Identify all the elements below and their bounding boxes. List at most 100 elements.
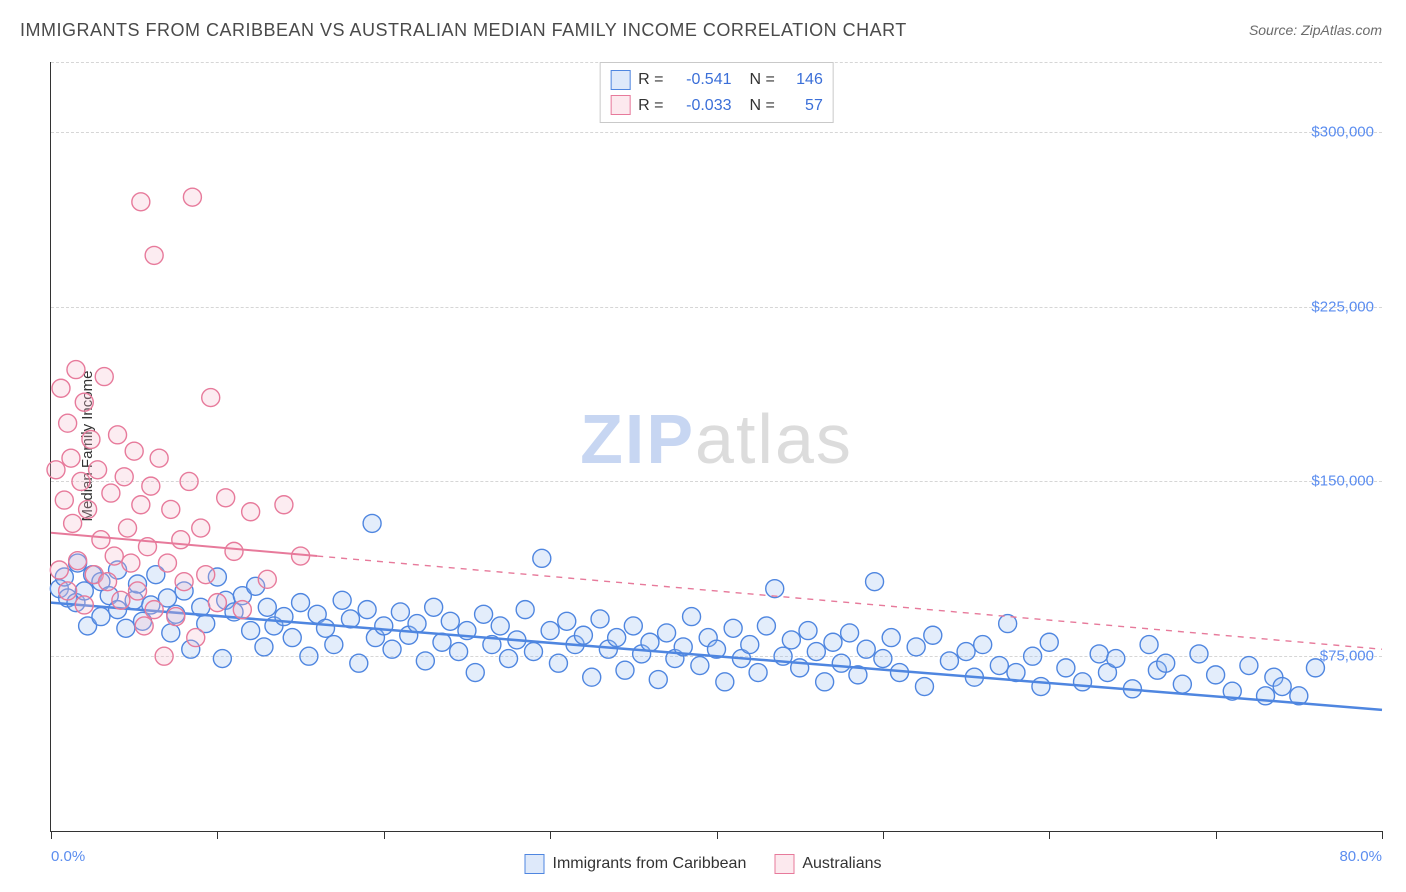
legend-swatch [525, 854, 545, 874]
data-point [142, 477, 160, 495]
data-point [187, 629, 205, 647]
stats-n-label: N = [750, 67, 775, 93]
data-point [217, 489, 235, 507]
data-point [69, 552, 87, 570]
legend-label: Australians [802, 855, 881, 873]
trend-line-solid [51, 603, 1382, 710]
data-point [158, 554, 176, 572]
data-point [907, 638, 925, 656]
data-point [1040, 633, 1058, 651]
stats-r-label: R = [638, 67, 663, 93]
data-point [105, 547, 123, 565]
x-tick [717, 831, 718, 839]
data-point [541, 622, 559, 640]
data-point [375, 617, 393, 635]
data-point [857, 640, 875, 658]
data-point [866, 573, 884, 591]
data-point [782, 631, 800, 649]
data-point [691, 657, 709, 675]
data-point [202, 389, 220, 407]
x-tick [1382, 831, 1383, 839]
data-point [292, 594, 310, 612]
data-point [1090, 645, 1108, 663]
data-point [558, 612, 576, 630]
data-point [716, 673, 734, 691]
data-point [119, 519, 137, 537]
stats-r-value: -0.541 [672, 67, 732, 93]
data-point [132, 496, 150, 514]
x-tick [1049, 831, 1050, 839]
data-point [574, 626, 592, 644]
data-point [233, 601, 251, 619]
data-point [799, 622, 817, 640]
data-point [533, 549, 551, 567]
data-point [162, 624, 180, 642]
data-point [924, 626, 942, 644]
data-point [425, 598, 443, 616]
data-point [408, 615, 426, 633]
data-point [242, 503, 260, 521]
data-point [59, 582, 77, 600]
data-point [59, 414, 77, 432]
data-point [1273, 678, 1291, 696]
data-point [192, 519, 210, 537]
stats-n-value: 146 [783, 67, 823, 93]
data-point [102, 484, 120, 502]
data-point [1190, 645, 1208, 663]
data-point [283, 629, 301, 647]
data-point [1173, 675, 1191, 693]
data-point [383, 640, 401, 658]
data-point [1074, 673, 1092, 691]
data-point [957, 643, 975, 661]
data-point [616, 661, 634, 679]
x-tick [384, 831, 385, 839]
data-point [683, 608, 701, 626]
data-point [117, 619, 135, 637]
data-point [1140, 636, 1158, 654]
data-point [391, 603, 409, 621]
stats-r-value: -0.033 [672, 93, 732, 119]
data-point [915, 678, 933, 696]
data-point [172, 531, 190, 549]
data-point [350, 654, 368, 672]
data-point [125, 442, 143, 460]
data-point [475, 605, 493, 623]
data-point [197, 566, 215, 584]
data-point [258, 598, 276, 616]
data-point [466, 664, 484, 682]
data-point [52, 379, 70, 397]
stats-n-value: 57 [783, 93, 823, 119]
source-label: Source: [1249, 22, 1301, 38]
x-tick [550, 831, 551, 839]
data-point [175, 573, 193, 591]
data-point [162, 500, 180, 518]
plot-area: ZIPatlas $75,000$150,000$225,000$300,000… [50, 62, 1382, 832]
bottom-legend: Immigrants from Caribbean Australians [525, 854, 882, 874]
data-point [824, 633, 842, 651]
data-point [333, 591, 351, 609]
data-point [990, 657, 1008, 675]
legend-label: Immigrants from Caribbean [553, 855, 747, 873]
data-point [208, 594, 226, 612]
data-point [1032, 678, 1050, 696]
chart-svg [51, 62, 1382, 831]
data-point [145, 246, 163, 264]
legend-swatch [610, 95, 630, 115]
data-point [649, 671, 667, 689]
data-point [1024, 647, 1042, 665]
data-point [807, 643, 825, 661]
data-point [363, 514, 381, 532]
data-point [591, 610, 609, 628]
chart-title: IMMIGRANTS FROM CARIBBEAN VS AUSTRALIAN … [20, 20, 907, 41]
data-point [608, 629, 626, 647]
data-point [275, 496, 293, 514]
data-point [112, 591, 130, 609]
data-point [658, 624, 676, 642]
data-point [317, 619, 335, 637]
data-point [115, 468, 133, 486]
data-point [155, 647, 173, 665]
data-point [491, 617, 509, 635]
data-point [1157, 654, 1175, 672]
stats-box: R =-0.541N =146R =-0.033N =57 [599, 62, 834, 123]
data-point [67, 361, 85, 379]
